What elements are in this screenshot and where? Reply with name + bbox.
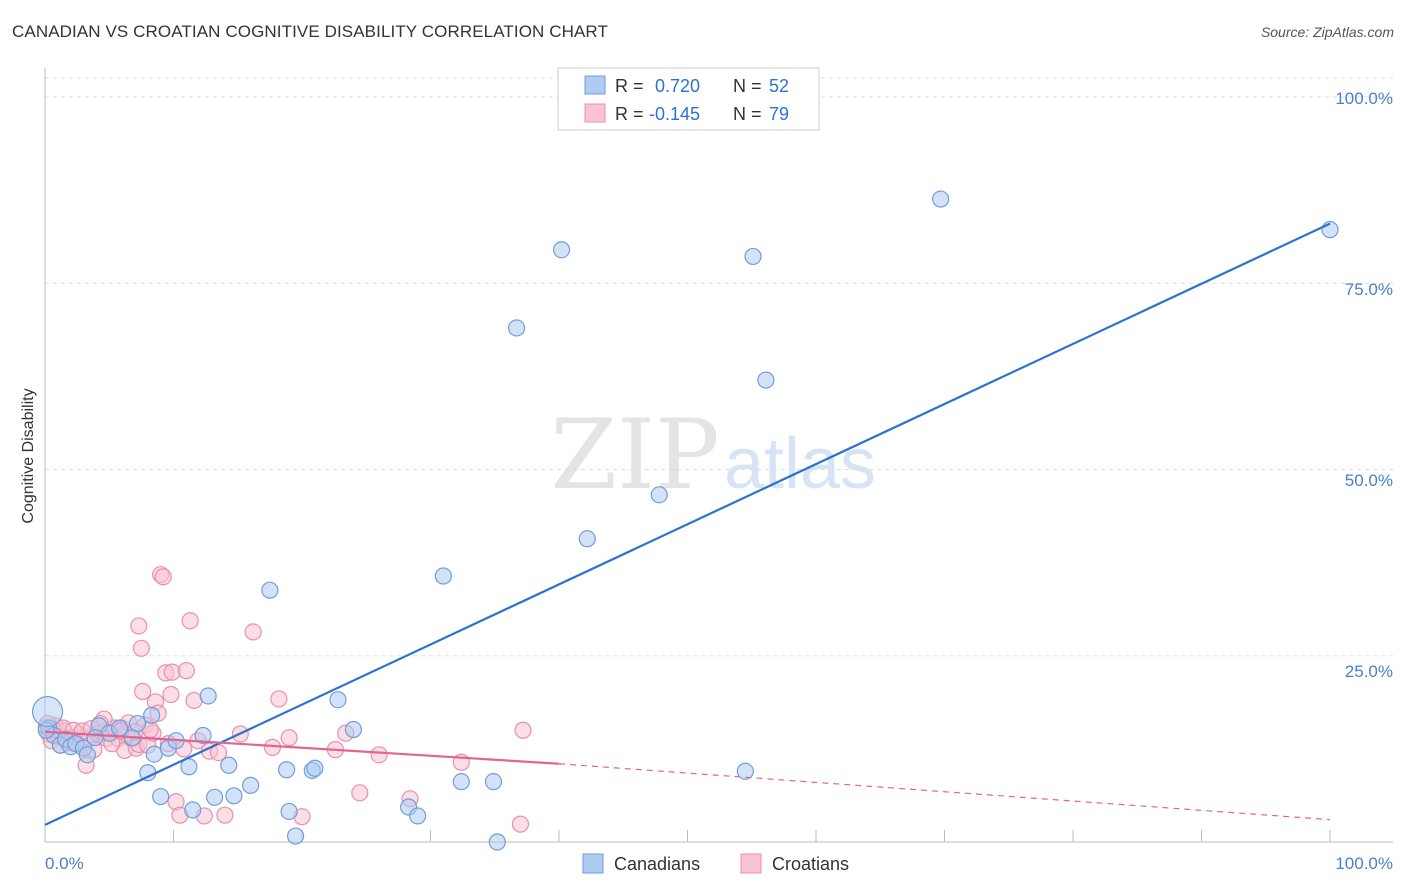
canadian-point bbox=[736, 762, 754, 780]
croatian-point bbox=[244, 623, 262, 641]
croatian-point bbox=[351, 784, 369, 802]
croatian-point bbox=[163, 663, 181, 681]
canadian-point bbox=[757, 371, 775, 389]
bottom-legend: Canadians Croatians bbox=[582, 853, 849, 874]
canadian-point bbox=[552, 241, 571, 259]
croatian-point bbox=[514, 721, 532, 739]
canadian-point bbox=[128, 714, 147, 733]
canadians-trendline bbox=[44, 222, 1331, 826]
canadian-point bbox=[452, 773, 470, 791]
bottom-legend-swatch-croatians bbox=[740, 853, 762, 874]
bottom-legend-label-canadians: Canadians bbox=[614, 854, 700, 874]
canadian-point bbox=[184, 801, 202, 819]
croatian-point bbox=[263, 738, 282, 756]
canadian-point bbox=[261, 581, 279, 599]
croatian-point bbox=[177, 662, 195, 680]
canadian-point bbox=[434, 567, 452, 585]
canadian-point bbox=[277, 761, 296, 779]
legend-n-label: N = bbox=[733, 104, 762, 124]
source-credit: Source: ZipAtlas.com bbox=[1260, 24, 1394, 40]
legend-box: R = 0.720 N = 52 R = -0.145 N = 79 bbox=[557, 67, 820, 131]
legend-n-value: 52 bbox=[769, 76, 789, 96]
croatian-point bbox=[511, 815, 530, 833]
canadian-point bbox=[932, 190, 950, 208]
croatian-point bbox=[154, 568, 172, 586]
canadian-point bbox=[220, 756, 238, 774]
croatian-point bbox=[270, 690, 288, 708]
canadian-point bbox=[86, 729, 104, 747]
x-tick-label-min: 0.0% bbox=[45, 854, 84, 873]
croatian-point bbox=[185, 691, 203, 710]
canadian-point bbox=[242, 776, 260, 794]
chart-title: CANADIAN VS CROATIAN COGNITIVE DISABILIT… bbox=[12, 22, 608, 41]
croatian-point bbox=[370, 746, 388, 764]
canadian-point bbox=[78, 746, 97, 764]
canadian-point bbox=[180, 758, 198, 776]
croatians-trendline bbox=[44, 730, 560, 765]
legend-r-value: 0.720 bbox=[655, 76, 700, 96]
gridlines bbox=[45, 77, 1393, 657]
bottom-legend-swatch-canadians bbox=[582, 853, 604, 874]
croatian-point bbox=[162, 685, 180, 704]
canadian-point bbox=[306, 759, 324, 777]
watermark-zip: ZIP bbox=[550, 399, 719, 511]
y-tick-label: 75.0% bbox=[1345, 280, 1393, 299]
canadian-point bbox=[225, 787, 243, 805]
legend-r-label: R = bbox=[615, 76, 644, 96]
legend-swatch-canadians bbox=[584, 75, 606, 95]
canadian-point bbox=[152, 787, 170, 806]
canadian-point bbox=[329, 691, 347, 709]
canadian-point bbox=[744, 247, 762, 266]
trendlines bbox=[44, 222, 1331, 826]
canadian-point bbox=[507, 319, 526, 337]
canadian-point bbox=[484, 773, 503, 791]
canadian-point bbox=[194, 726, 212, 745]
legend-n-label: N = bbox=[733, 76, 762, 96]
canadian-point bbox=[280, 802, 298, 821]
canadian-point bbox=[199, 687, 217, 705]
croatians-trendline-extension bbox=[558, 763, 1331, 821]
y-tick-label: 25.0% bbox=[1345, 662, 1393, 681]
croatian-point bbox=[132, 639, 150, 657]
legend-swatch-croatians bbox=[584, 103, 606, 123]
croatian-point bbox=[130, 617, 148, 635]
y-tick-label: 50.0% bbox=[1345, 471, 1393, 490]
canadian-point bbox=[578, 530, 596, 548]
legend-r-label: R = bbox=[615, 104, 644, 124]
canadian-cluster-point bbox=[31, 696, 64, 728]
canadian-point bbox=[143, 706, 161, 724]
canadian-point bbox=[286, 827, 305, 845]
croatian-point bbox=[280, 729, 298, 747]
croatian-point bbox=[216, 806, 234, 824]
legend-r-value: -0.145 bbox=[649, 104, 700, 124]
bottom-legend-label-croatians: Croatians bbox=[772, 854, 849, 874]
legend-n-value: 79 bbox=[769, 104, 789, 124]
canadians-series bbox=[31, 190, 1339, 851]
y-tick-label: 100.0% bbox=[1335, 89, 1393, 108]
canadian-point bbox=[650, 486, 668, 504]
x-tick-label-max: 100.0% bbox=[1335, 854, 1393, 873]
croatian-point bbox=[134, 682, 152, 701]
canadian-point bbox=[409, 807, 427, 825]
canadian-point bbox=[344, 720, 362, 739]
y-axis-title: Cognitive Disability bbox=[20, 388, 37, 523]
canadian-point bbox=[488, 833, 506, 851]
croatian-point bbox=[181, 612, 199, 630]
canadian-point bbox=[206, 788, 224, 806]
x-axis-ticks bbox=[44, 830, 1331, 842]
watermark-atlas: atlas bbox=[724, 424, 876, 504]
